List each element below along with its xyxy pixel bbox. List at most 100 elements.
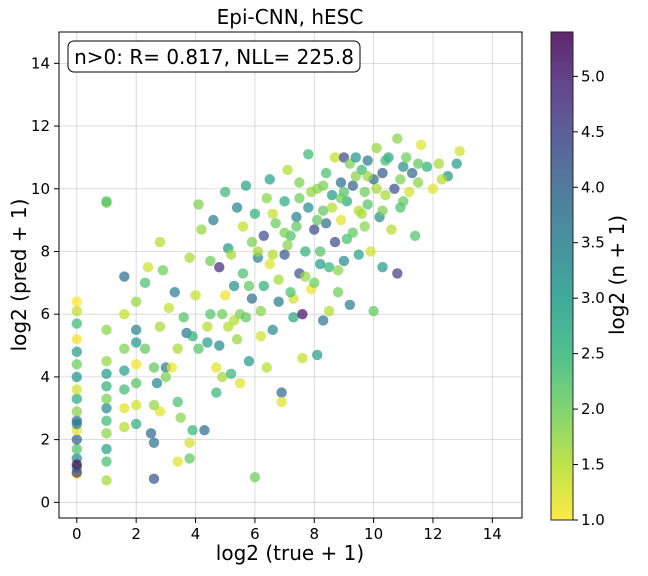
- data-point: [392, 268, 403, 279]
- data-point: [273, 274, 284, 285]
- data-point: [178, 312, 189, 323]
- data-point: [377, 167, 388, 179]
- x-tick-label: 0: [72, 525, 82, 543]
- grid-lines: [59, 32, 522, 518]
- data-point: [294, 192, 305, 204]
- data-point: [347, 180, 359, 191]
- x-tick-label: 14: [483, 525, 502, 543]
- data-point: [371, 142, 382, 154]
- data-point: [365, 246, 376, 257]
- data-point: [184, 437, 195, 448]
- data-point: [427, 183, 439, 194]
- data-point: [246, 236, 258, 248]
- data-point: [208, 214, 219, 226]
- data-point: [119, 308, 130, 320]
- chart-title: Epi-CNN, hESC: [217, 5, 364, 29]
- data-point: [252, 246, 264, 257]
- data-point: [401, 152, 412, 163]
- data-point: [119, 421, 130, 433]
- data-point: [409, 230, 421, 242]
- y-axis-ticks: 0 2 4 6 8 10 12 14: [31, 54, 59, 511]
- data-point: [332, 287, 344, 298]
- data-point: [184, 252, 195, 263]
- data-point: [119, 343, 130, 354]
- x-axis-ticks: 0 2 4 6 8 10 12 14: [72, 518, 502, 543]
- data-point: [71, 318, 83, 329]
- data-point: [255, 305, 267, 317]
- data-point: [220, 290, 231, 301]
- data-point: [279, 196, 290, 207]
- data-point: [451, 158, 462, 169]
- data-point: [362, 155, 373, 166]
- data-point: [71, 296, 83, 307]
- data-point: [101, 393, 112, 405]
- data-point: [193, 343, 204, 354]
- stats-annotation: n>0: R= 0.817, NLL= 225.8: [67, 40, 361, 73]
- data-point: [320, 218, 332, 229]
- x-tick-label: 2: [131, 525, 141, 543]
- colorbar-tick-label: 2.0: [581, 400, 605, 418]
- colorbar-tick-label: 1.0: [581, 511, 605, 529]
- data-point: [101, 475, 112, 486]
- data-point: [332, 265, 344, 276]
- data-point: [71, 443, 83, 455]
- data-point: [231, 334, 243, 345]
- data-point: [258, 280, 269, 292]
- data-point: [71, 459, 83, 470]
- data-point: [139, 277, 151, 289]
- y-tick-label: 10: [31, 180, 50, 198]
- colorbar-ticks: 1.0 1.5 2.0 2.5 3.0 3.5 4.0 4.5 5.0: [573, 67, 605, 529]
- data-point: [199, 425, 210, 436]
- data-point: [71, 305, 83, 317]
- annotation-text: n>0: R= 0.817, NLL= 225.8: [74, 45, 354, 69]
- data-point: [326, 189, 338, 201]
- data-point: [130, 296, 142, 307]
- data-point: [303, 202, 314, 213]
- data-point: [71, 334, 83, 345]
- data-point: [211, 362, 222, 373]
- data-point: [356, 208, 367, 220]
- data-point: [142, 261, 154, 273]
- data-point: [196, 224, 207, 235]
- data-point: [329, 236, 341, 248]
- data-point: [202, 337, 213, 348]
- data-point: [240, 180, 252, 191]
- data-point: [362, 171, 373, 182]
- data-point: [246, 293, 258, 304]
- data-point: [101, 443, 112, 455]
- colorbar-label: log2 (n + 1): [605, 215, 629, 335]
- data-point: [264, 174, 275, 185]
- data-point: [312, 214, 323, 226]
- data-point: [350, 171, 361, 182]
- data-point: [309, 224, 320, 235]
- data-point: [130, 377, 142, 389]
- data-point: [317, 180, 329, 191]
- data-point: [71, 371, 83, 383]
- data-point: [335, 177, 347, 188]
- data-point: [264, 258, 275, 270]
- colorbar-tick-label: 2.5: [581, 345, 605, 363]
- data-point: [119, 384, 130, 395]
- data-point: [101, 324, 112, 336]
- data-point: [267, 324, 278, 336]
- data-point: [190, 290, 201, 301]
- data-point: [261, 362, 272, 373]
- data-point: [326, 202, 338, 213]
- data-point: [323, 261, 335, 273]
- data-point: [205, 255, 216, 267]
- data-point: [380, 155, 391, 166]
- data-point: [101, 381, 112, 392]
- data-point: [148, 473, 160, 485]
- data-point: [359, 186, 370, 198]
- data-point: [222, 321, 234, 332]
- data-point: [211, 387, 222, 398]
- data-point: [317, 315, 329, 326]
- x-tick-label: 4: [191, 525, 201, 543]
- data-point: [306, 186, 317, 198]
- data-point: [329, 152, 341, 163]
- data-point: [276, 396, 287, 408]
- data-point: [300, 271, 311, 282]
- data-point: [101, 415, 112, 426]
- data-point: [148, 399, 160, 411]
- data-point: [163, 302, 175, 314]
